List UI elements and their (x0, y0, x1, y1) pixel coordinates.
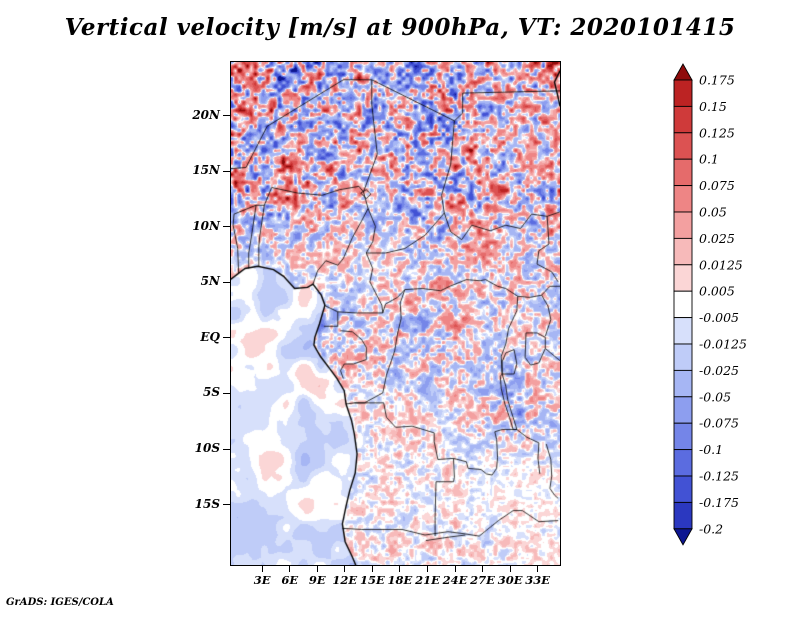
colorbar-segment (673, 369, 693, 398)
x-tick-label: 15E (359, 573, 385, 587)
map-frame (230, 61, 561, 566)
colorbar-segment (673, 475, 693, 503)
colorbar-label: -0.025 (699, 363, 739, 378)
x-tick-label: 6E (281, 573, 299, 587)
colorbar-segment (673, 237, 693, 266)
x-tick (344, 566, 346, 572)
x-tick (399, 566, 401, 572)
y-tick-label: 5N (200, 274, 220, 289)
x-tick (289, 566, 291, 572)
x-tick-label: 3E (253, 573, 271, 587)
colorbar-segment (673, 79, 693, 107)
colorbar-top-arrow (673, 63, 693, 81)
colorbar-label: -0.075 (699, 416, 739, 431)
colorbar-segment (673, 105, 693, 134)
x-tick (537, 566, 539, 572)
x-tick (371, 566, 373, 572)
colorbar-label: 0.1 (699, 152, 719, 167)
colorbar-segment (673, 158, 693, 187)
y-tick-label: 10N (192, 218, 220, 233)
colorbar-segment (673, 396, 693, 424)
colorbar-segment (673, 264, 693, 292)
x-tick (509, 566, 511, 572)
colorbar-label: 0.005 (699, 284, 735, 299)
y-tick (223, 226, 230, 228)
x-tick-label: 33E (525, 573, 551, 587)
colorbar-label: 0.075 (699, 178, 735, 193)
chart-title: Vertical velocity [m/s] at 900hPa, VT: 2… (64, 14, 736, 41)
colorbar-label: 0.05 (699, 205, 727, 220)
colorbar-label: 0.175 (699, 73, 735, 88)
y-tick (223, 337, 230, 339)
colorbar-bottom-arrow (673, 528, 693, 546)
x-tick-label: 9E (308, 573, 326, 587)
x-tick (482, 566, 484, 572)
colorbar-segment (673, 211, 693, 239)
x-tick-label: 12E (332, 573, 358, 587)
colorbar-segment (673, 317, 693, 345)
y-tick-label: EQ (200, 329, 220, 344)
colorbar-segment (673, 422, 693, 451)
y-tick-label: 15S (194, 496, 220, 511)
y-tick (223, 170, 230, 172)
x-tick-label: 18E (387, 573, 413, 587)
colorbar-label: -0.175 (699, 495, 739, 510)
colorbar-svg: 0.175 0.15 0.125 0.1 0.075 0.05 0.025 0.0125 0.0… (673, 63, 747, 546)
colorbar-segment (673, 449, 693, 477)
x-tick (261, 566, 263, 572)
y-tick-label: 15N (192, 163, 220, 178)
colorbar-label: -0.05 (699, 389, 731, 404)
colorbar-label: 0.125 (699, 125, 735, 140)
x-tick-label: 27E (470, 573, 495, 587)
colorbar-segment (673, 343, 693, 371)
colorbar-label: -0.0125 (699, 337, 747, 352)
colorbar-label: 0.025 (699, 231, 735, 246)
x-tick (316, 566, 318, 572)
y-tick (223, 281, 230, 283)
colorbar-segment (673, 132, 693, 160)
colorbar-label: 0.0125 (699, 257, 743, 272)
y-tick (223, 115, 230, 117)
x-tick-label: 24E (442, 573, 468, 587)
colorbar-segment (673, 501, 693, 530)
x-tick (454, 566, 456, 572)
x-tick-label: 21E (415, 573, 440, 587)
y-tick (223, 448, 230, 450)
colorbar-segment (673, 185, 693, 213)
colorbar-segment (673, 290, 693, 319)
colorbar-label: -0.125 (699, 469, 739, 484)
x-tick (426, 566, 428, 572)
y-tick-label: 20N (192, 107, 220, 122)
y-tick (223, 392, 230, 394)
y-tick-label: 10S (194, 441, 220, 455)
grads-credit: GrADS: IGES/COLA (6, 597, 114, 608)
y-tick-label: 5S (202, 385, 220, 400)
x-tick-label: 30E (497, 573, 523, 587)
colorbar-label: 0.15 (699, 99, 727, 114)
colorbar-label: -0.1 (699, 442, 723, 457)
colorbar-label: -0.2 (699, 521, 723, 536)
colorbar-label: -0.005 (699, 310, 739, 325)
colorbar: 0.175 0.15 0.125 0.1 0.075 0.05 0.025 0.0125 0.0… (664, 63, 796, 555)
velocity-field-canvas (231, 62, 560, 565)
y-tick (223, 504, 230, 506)
